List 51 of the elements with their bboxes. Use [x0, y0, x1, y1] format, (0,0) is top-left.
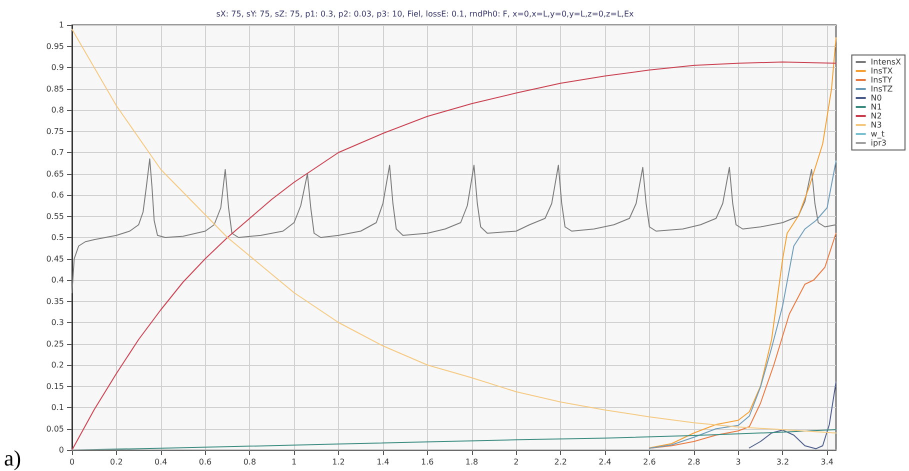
x-tick-label: 3.4 [820, 458, 834, 466]
y-tick-label: 0.15 [46, 382, 64, 391]
x-tick-label: 1.2 [332, 458, 345, 466]
x-tick-label: 3.2 [776, 458, 790, 466]
y-tick-label: 0.9 [51, 63, 64, 72]
y-tick-label: 0.55 [46, 212, 64, 221]
legend-label: InsTY [870, 76, 892, 84]
x-tick-label: 0.2 [110, 458, 123, 466]
y-tick-label: 0.75 [46, 126, 64, 136]
text: a) [4, 446, 22, 470]
x-tick-label: 0.6 [198, 458, 212, 466]
y-tick-label: 0.6 [51, 190, 64, 200]
x-tick-label: 1.8 [465, 458, 478, 466]
x-tick-label: 3 [736, 458, 741, 466]
legend-label: w_t [870, 130, 884, 138]
y-tick-label: 0.2 [51, 360, 64, 370]
y-tick-label: 0.1 [51, 403, 64, 412]
y-tick-label: 0.95 [46, 42, 64, 51]
y-tick-label: 0.8 [51, 106, 64, 114]
legend-label: InsTX [870, 66, 894, 76]
y-tick-label: 0 [58, 446, 64, 454]
legend-label: InsTZ [870, 84, 894, 94]
y-tick-label: 0.25 [46, 339, 64, 348]
legend-label: IntensX [870, 58, 902, 66]
x-tick-label: 2.8 [687, 458, 700, 466]
x-tick-label: 0 [69, 458, 75, 466]
y-tick-label: 0.85 [46, 84, 64, 94]
y-tick-label: 0.45 [46, 254, 64, 264]
y-tick-label: 0.35 [46, 296, 64, 306]
x-tick-label: 0.4 [154, 458, 168, 466]
legend-label: N0 [870, 94, 882, 102]
x-tick-label: 1.6 [420, 458, 434, 466]
legend-label: N3 [870, 120, 882, 130]
x-tick-label: 1.4 [376, 458, 390, 466]
y-tick-label: 0.05 [46, 424, 64, 434]
x-tick-label: 0.8 [243, 458, 256, 466]
y-tick-label: 0.65 [46, 169, 64, 178]
x-tick-label: 2 [514, 458, 519, 466]
x-tick-label: 2.2 [554, 458, 567, 466]
y-tick-label: 0.7 [51, 148, 64, 157]
y-tick-label: 0.4 [51, 276, 64, 284]
x-tick-label: 2.6 [643, 458, 656, 466]
legend-label: ipr3 [870, 138, 886, 148]
chart-title: sX: 75, sY: 75, sZ: 75, p1: 0.3, p2: 0.03, p3: 10, Fiel, lossE: 0.1, rndPh0: F, x=0,x=L,y=0,y=L,z=0,z=L,Ex [216, 10, 634, 18]
legend-label: N1 [870, 102, 882, 112]
y-tick-label: 0.5 [51, 233, 64, 242]
x-tick-label: 2.4 [598, 458, 612, 466]
legend-label: N2 [870, 112, 882, 120]
y-tick-label: 0.3 [51, 318, 64, 327]
y-tick-label: 1 [58, 20, 64, 30]
x-tick-label: 1 [292, 458, 297, 466]
